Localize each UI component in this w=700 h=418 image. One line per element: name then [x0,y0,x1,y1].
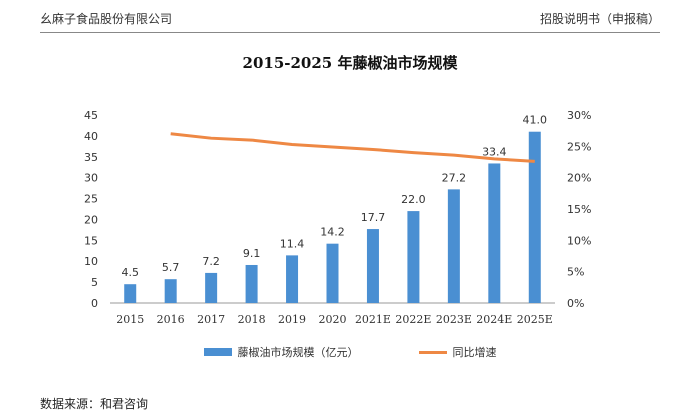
legend-item-line: 同比增速 [418,344,497,360]
bar [326,243,339,303]
y2-tick-label: 25% [567,140,591,153]
y-tick-label: 25 [84,193,98,206]
chart-axes: 0 5 10 15 20 25 30 35 40 45 0% 5% 10% 15% 20% 25% 30% 201… [84,109,591,326]
y-tick-label: 35 [84,151,98,164]
data-label: 17.7 [361,211,386,224]
legend-item-bar: 藤椒油市场规模（亿元） [203,344,359,360]
x-tick-label: 2016 [157,313,185,326]
y-tick-label: 0 [91,297,98,310]
data-label: 22.0 [401,193,426,206]
y-tick-label: 30 [84,172,98,185]
data-label: 5.7 [162,261,180,274]
data-label: 11.4 [280,237,305,250]
chart-title: 2015-2025 年藤椒油市场规模 [242,54,458,72]
y2-tick-label: 10% [567,234,591,247]
x-tick-label: 2021E [355,313,391,326]
x-tick-label: 2017 [197,313,225,326]
x-tick-label: 2025E [517,313,553,326]
x-tick-label: 2023E [436,313,472,326]
legend-line-swatch [418,350,447,354]
bar [407,211,420,303]
y-tick-label: 45 [84,109,98,122]
bar [124,284,137,303]
x-tick-label: 2019 [278,313,306,326]
y2-tick-label: 20% [567,172,591,185]
y-tick-label: 10 [84,255,98,268]
bar [245,264,258,303]
bar [528,131,541,303]
bar [366,229,379,303]
bar [488,163,501,303]
x-tick-label: 2020 [319,313,347,326]
bar-series [124,131,541,303]
legend: 藤椒油市场规模（亿元） 同比增速 [0,344,700,360]
data-labels: 4.5 5.7 7.2 9.1 11.4 14.2 17.7 22.0 27.2 33.4 41.0 [121,114,547,279]
data-label: 7.2 [202,255,220,268]
y2-tick-label: 0% [567,297,584,310]
growth-rate-line [170,132,535,163]
bar [447,189,460,303]
document-type: 招股说明书（申报稿） [539,12,660,26]
data-label: 41.0 [523,114,548,127]
y-tick-label: 5 [91,276,98,289]
bar [164,279,177,303]
y2-tick-label: 30% [567,109,591,122]
y2-tick-label: 5% [567,266,584,279]
bar [286,255,299,303]
data-label: 9.1 [243,247,261,260]
x-tick-label: 2018 [238,313,266,326]
line-series [170,132,535,163]
x-tick-label: 2015 [116,313,144,326]
data-label: 33.4 [482,145,507,158]
y-tick-label: 20 [84,213,98,226]
data-label: 14.2 [320,226,345,239]
data-label: 27.2 [442,171,467,184]
header-divider [40,32,660,33]
y-tick-label: 40 [84,130,98,143]
bar [205,272,218,303]
legend-line-label: 同比增速 [452,346,497,359]
x-tick-label: 2022E [395,313,431,326]
company-name: 幺麻子食品股份有限公司 [40,12,173,26]
legend-bar-swatch [203,348,232,356]
x-tick-label: 2024E [476,313,512,326]
y-tick-label: 15 [84,234,98,247]
y2-tick-label: 15% [567,203,591,216]
data-source: 数据来源：和君咨询 [40,397,149,411]
data-label: 4.5 [121,266,139,279]
legend-bar-label: 藤椒油市场规模（亿元） [237,346,359,359]
